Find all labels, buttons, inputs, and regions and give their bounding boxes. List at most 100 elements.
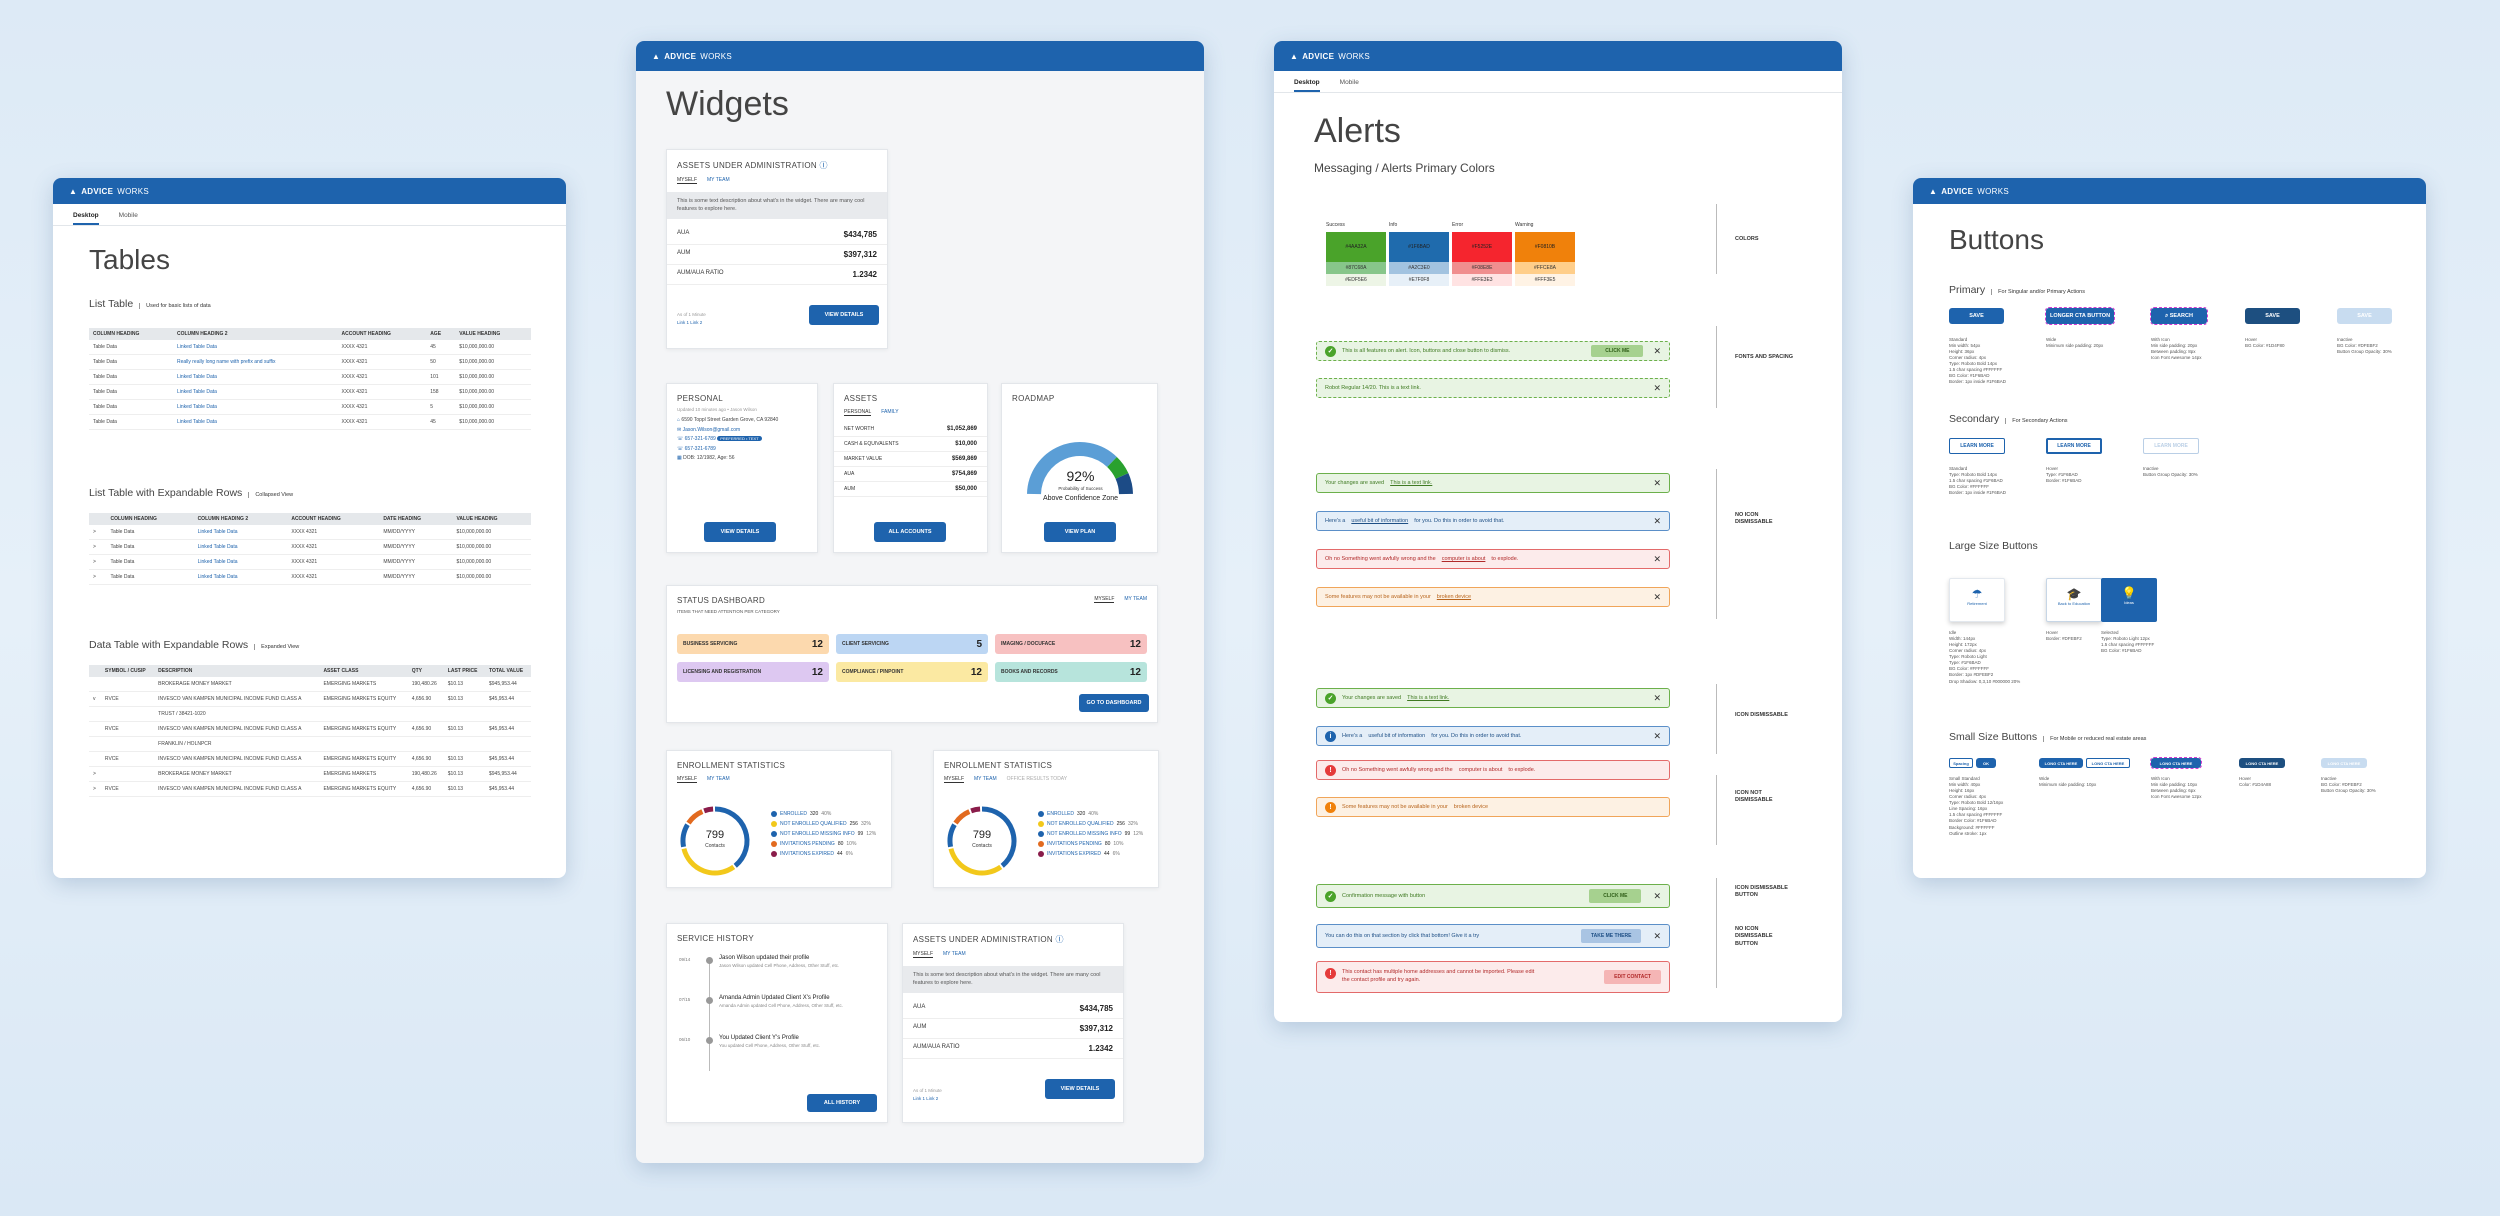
legend-item[interactable]: NOT ENROLLED MISSING INFO 99 12% — [771, 831, 876, 837]
column-header[interactable]: COLUMN HEADING — [106, 513, 194, 525]
click-me-button[interactable]: CLICK ME — [1589, 889, 1642, 903]
table-row[interactable]: Table Data Really really long name with p… — [89, 354, 531, 370]
table-row[interactable]: RVCE INVESCO VAN KAMPEN MUNICIPAL INCOME … — [89, 721, 531, 737]
table-cell[interactable]: Really really long name with prefix and … — [172, 354, 338, 370]
legend-item[interactable]: INVITATIONS PENDING 80 10% — [1038, 841, 1143, 847]
status-tile[interactable]: BUSINESS SERVICING 12 — [677, 634, 829, 654]
email-link[interactable]: ✉ Jason.Wilson@gmail.com — [677, 426, 741, 433]
column-header[interactable]: COLUMN HEADING — [89, 328, 173, 340]
table-row[interactable]: Table Data Linked Table Data XXXX 4321 101 $… — [89, 369, 531, 385]
status-tile[interactable]: BOOKS AND RECORDS 12 — [995, 662, 1147, 682]
view-details-button[interactable]: VIEW DETAILS — [704, 522, 776, 542]
table-cell[interactable]: Linked Table Data — [172, 340, 338, 355]
table-row[interactable]: > RVCE INVESCO VAN KAMPEN MUNICIPAL INCOME… — [89, 781, 531, 797]
ok-button[interactable]: OK — [1976, 758, 1996, 768]
table-cell[interactable]: Linked Table Data — [172, 414, 338, 430]
table-cell[interactable]: Linked Table Data — [193, 554, 288, 570]
close-icon[interactable]: ✕ — [1653, 553, 1661, 564]
table-row[interactable]: > BROKERAGE MONEY MARKET EMERGING MARKETS 1… — [89, 766, 531, 782]
spacing-button[interactable]: Spacing — [1949, 758, 1973, 768]
save-button[interactable]: SAVE — [1949, 308, 2004, 324]
text-link[interactable]: broken device — [1436, 594, 1472, 600]
search-button[interactable]: ⌕ SEARCH — [2150, 307, 2208, 325]
tab-mobile[interactable]: Mobile — [118, 212, 138, 219]
status-tile[interactable]: LICENSING AND REGISTRATION 12 — [677, 662, 829, 682]
edit-contact-button[interactable]: EDIT CONTACT — [1604, 970, 1661, 984]
table-cell[interactable]: Linked Table Data — [193, 539, 288, 555]
text-link[interactable]: useful bit of information — [1351, 518, 1409, 524]
column-header[interactable]: COLUMN HEADING 2 — [172, 328, 338, 340]
click-me-button[interactable]: CLICK ME — [1591, 345, 1644, 357]
brand-logo[interactable]: ▲ ADVICE WORKS — [69, 186, 149, 196]
tab-my-team[interactable]: MY TEAM — [943, 951, 966, 957]
view-details-button[interactable]: VIEW DETAILS — [1045, 1079, 1115, 1099]
tab-myself[interactable]: MYSELF — [1094, 596, 1115, 603]
history-item[interactable]: 07/15 Amanda Admin Updated Client X's Pro… — [679, 995, 843, 1008]
view-details-button[interactable]: VIEW DETAILS — [809, 305, 879, 325]
large-button-education[interactable]: 🎓 Back to Education — [2046, 578, 2102, 622]
history-item[interactable]: 09/14 Jason Wilson updated their profile J… — [679, 955, 840, 968]
legend-item[interactable]: NOT ENROLLED QUALIFIED 256 32% — [1038, 821, 1143, 827]
close-icon[interactable]: ✕ — [1653, 477, 1661, 488]
table-row[interactable]: > Table Data Linked Table Data XXXX 4321 MM/… — [89, 525, 531, 540]
table-row[interactable]: v RVCE INVESCO VAN KAMPEN MUNICIPAL INCOME… — [89, 691, 531, 707]
table-row[interactable]: Table Data Linked Table Data XXXX 4321 45 $1… — [89, 414, 531, 430]
column-header[interactable]: VALUE HEADING — [455, 328, 531, 340]
close-icon[interactable]: ✕ — [1653, 692, 1661, 703]
tab-my-team[interactable]: MY TEAM — [707, 776, 730, 782]
table-row[interactable]: Table Data Linked Table Data XXXX 4321 158 $… — [89, 384, 531, 400]
column-header[interactable]: SYMBOL / CUSIP — [100, 665, 155, 677]
long-cta-icon-button[interactable]: LONG CTA HERE — [2150, 757, 2202, 769]
close-icon[interactable]: ✕ — [1653, 930, 1661, 941]
table-row[interactable]: > Table Data Linked Table Data XXXX 4321 MM/… — [89, 569, 531, 585]
table-row[interactable]: > Table Data Linked Table Data XXXX 4321 MM/… — [89, 539, 531, 555]
long-cta-outline-button[interactable]: LONG CTA HERE — [2086, 758, 2130, 768]
column-header[interactable] — [89, 513, 107, 525]
long-cta-button[interactable]: LONG CTA HERE — [2039, 758, 2083, 768]
long-cta-hover-button[interactable]: LONG CTA HERE — [2239, 758, 2285, 768]
text-link[interactable]: This is a text link. — [1390, 480, 1433, 486]
column-header[interactable]: ASSET CLASS — [319, 665, 408, 677]
column-header[interactable]: TOTAL VALUE — [485, 665, 531, 677]
brand-logo[interactable]: ▲ ADVICE WORKS — [1929, 186, 2009, 196]
status-tile[interactable]: CLIENT SERVICING 5 — [836, 634, 988, 654]
column-header[interactable]: DESCRIPTION — [154, 665, 320, 677]
column-header[interactable]: LAST PRICE — [443, 665, 485, 677]
table-row[interactable]: TRUST / 38421-1020 — [89, 706, 531, 722]
brand-logo[interactable]: ▲ ADVICE WORKS — [652, 51, 732, 61]
legend-item[interactable]: INVITATIONS PENDING 80 10% — [771, 841, 876, 847]
go-to-dashboard-button[interactable]: GO TO DASHBOARD — [1079, 694, 1149, 712]
all-history-button[interactable]: ALL HISTORY — [807, 1094, 877, 1112]
legend-item[interactable]: INVITATIONS EXPIRED 44 6% — [771, 851, 876, 857]
legend-item[interactable]: NOT ENROLLED MISSING INFO 99 12% — [1038, 831, 1143, 837]
status-tile[interactable]: COMPLIANCE / PINPOINT 12 — [836, 662, 988, 682]
tab-office[interactable]: OFFICE RESULTS TODAY — [1006, 776, 1068, 782]
tab-myself[interactable]: MYSELF — [677, 776, 698, 783]
tab-desktop[interactable]: Desktop — [1294, 79, 1320, 92]
all-accounts-button[interactable]: ALL ACCOUNTS — [874, 522, 946, 542]
large-button-retirement[interactable]: ☂ Retirement — [1949, 578, 2005, 622]
column-header[interactable]: QTY — [407, 665, 444, 677]
table-cell[interactable]: Linked Table Data — [172, 384, 338, 400]
column-header[interactable] — [89, 665, 101, 677]
column-header[interactable]: ACCOUNT HEADING — [287, 513, 380, 525]
close-icon[interactable]: ✕ — [1653, 345, 1661, 356]
learn-more-button-hover[interactable]: LEARN MORE — [2046, 438, 2102, 454]
large-button-ideas[interactable]: 💡 Ideas — [2101, 578, 2157, 622]
column-header[interactable]: DATE HEADING — [379, 513, 453, 525]
learn-more-button[interactable]: LEARN MORE — [1949, 438, 2005, 454]
column-header[interactable]: ACCOUNT HEADING — [337, 328, 427, 340]
phone-line[interactable]: ☏ 657-321-6789 PREFERRED • TEXT — [677, 435, 807, 445]
tab-mobile[interactable]: Mobile — [1339, 79, 1359, 86]
close-icon[interactable]: ✕ — [1653, 890, 1661, 901]
table-row[interactable]: FRANKLIN / HOLNPCR — [89, 736, 531, 752]
save-button-hover[interactable]: SAVE — [2245, 308, 2300, 324]
text-link[interactable]: This is a text link. — [1407, 695, 1450, 701]
take-me-there-button[interactable]: TAKE ME THERE — [1580, 929, 1642, 943]
close-icon[interactable]: ✕ — [1653, 730, 1661, 741]
tab-personal[interactable]: PERSONAL — [844, 409, 872, 416]
table-cell[interactable]: Linked Table Data — [172, 399, 338, 415]
close-icon[interactable]: ✕ — [1653, 515, 1661, 526]
tab-my-team[interactable]: MY TEAM — [1124, 596, 1147, 602]
column-header[interactable]: AGE — [426, 328, 456, 340]
